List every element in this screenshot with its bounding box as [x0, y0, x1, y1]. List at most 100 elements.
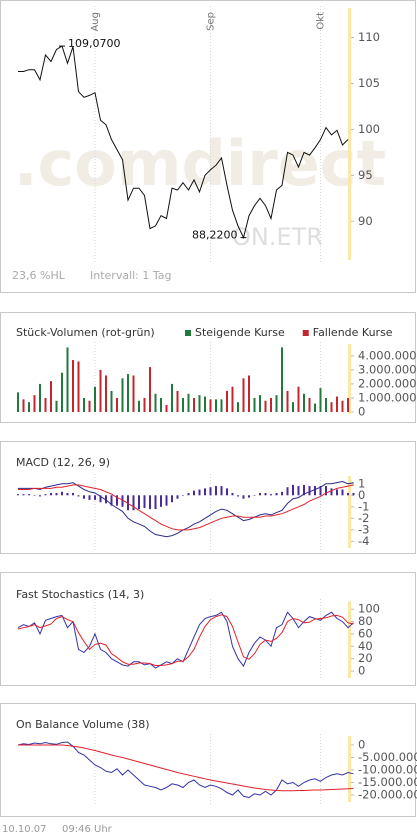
- bar: [242, 495, 245, 499]
- legend-label: Steigende Kurse: [195, 326, 285, 339]
- bar: [193, 490, 195, 496]
- bar: [94, 386, 96, 412]
- bar: [270, 494, 272, 496]
- bar: [149, 495, 151, 510]
- y-tick-label: -1: [358, 499, 369, 513]
- bar: [308, 397, 311, 412]
- bar: [352, 492, 355, 496]
- bar: [281, 491, 283, 496]
- bar: [176, 495, 179, 499]
- current-band: [348, 476, 351, 548]
- bar: [314, 403, 316, 412]
- bar: [292, 484, 294, 496]
- x-tick-label: Sep: [206, 12, 217, 31]
- y-tick-label: 95: [358, 168, 373, 182]
- y-tick-label: -3: [358, 522, 369, 536]
- bar: [259, 395, 261, 412]
- bar: [22, 399, 25, 412]
- bar: [264, 400, 267, 412]
- bar: [253, 495, 256, 496]
- y-tick-label: 100: [358, 122, 380, 136]
- bar: [248, 495, 250, 498]
- bar: [55, 400, 58, 412]
- bar: [330, 488, 333, 496]
- bar: [281, 347, 283, 412]
- bar: [198, 395, 201, 412]
- y-tick-label: 110: [358, 30, 380, 44]
- y-tick-label: 100: [358, 602, 380, 616]
- bar: [231, 492, 234, 496]
- bar: [154, 495, 157, 510]
- bar: [50, 381, 52, 412]
- bar: [116, 495, 118, 506]
- y-tick-label: -4: [358, 534, 369, 548]
- panel-title: MACD (12, 26, 9): [16, 456, 110, 469]
- panel-title: Stück-Volumen (rot-grün): [16, 326, 155, 339]
- y-tick-label: 1.000.000: [358, 390, 417, 404]
- bar: [182, 397, 184, 412]
- bar: [121, 495, 124, 507]
- y-tick-label: -2: [358, 511, 369, 525]
- volume-panel: [0, 312, 416, 423]
- y-tick-label: 4.000.000: [358, 348, 417, 362]
- bar: [138, 400, 140, 412]
- y-tick-label: 80: [358, 614, 373, 628]
- bar: [303, 393, 305, 412]
- bar: [171, 495, 173, 503]
- y-tick-label: 0: [358, 405, 365, 419]
- bar: [297, 386, 300, 412]
- bar: [215, 486, 217, 496]
- bar: [341, 400, 344, 412]
- bar: [44, 494, 47, 496]
- annotation-label: 109,0700: [68, 37, 121, 50]
- bar: [215, 399, 217, 412]
- bar: [336, 396, 338, 412]
- bar: [253, 397, 256, 412]
- bar: [33, 495, 36, 496]
- bar: [39, 495, 41, 497]
- bar: [248, 375, 250, 412]
- bar: [182, 495, 184, 496]
- line: [17, 611, 354, 669]
- bar: [270, 397, 272, 412]
- bar: [22, 494, 25, 496]
- bar: [17, 494, 19, 496]
- bar: [138, 495, 140, 510]
- current-band: [348, 601, 351, 678]
- bar: [99, 369, 102, 412]
- y-tick-label: 3.000.000: [358, 362, 417, 376]
- bar: [127, 495, 129, 511]
- line: [18, 484, 354, 531]
- bar: [226, 390, 228, 412]
- y-tick-label: 1: [358, 476, 365, 490]
- bar: [264, 492, 267, 496]
- bar: [132, 375, 135, 412]
- range-label: 23,6 %HL: [12, 269, 66, 282]
- bar: [297, 486, 300, 496]
- y-tick-label: 40: [358, 639, 373, 653]
- obv-panel: [0, 703, 416, 817]
- bar: [61, 491, 63, 496]
- bar: [132, 495, 135, 511]
- stochastics-panel: [0, 572, 416, 686]
- y-tick-label: -5.000.000: [358, 750, 417, 764]
- line: [18, 45, 349, 240]
- y-tick-label: -20.000.000: [358, 788, 417, 802]
- bar: [121, 378, 124, 412]
- bar: [259, 492, 261, 496]
- bar: [275, 395, 278, 412]
- bar: [110, 495, 113, 506]
- bar: [77, 495, 80, 497]
- panel-title: On Balance Volume (38): [16, 718, 149, 731]
- bar: [160, 495, 162, 507]
- line: [18, 480, 354, 538]
- legend-swatch: [185, 330, 191, 336]
- bar: [116, 397, 118, 412]
- bar: [209, 487, 212, 496]
- bar: [171, 383, 173, 412]
- bar: [220, 486, 223, 496]
- bar: [143, 397, 146, 412]
- price-panel: [0, 0, 416, 293]
- line: [18, 744, 354, 792]
